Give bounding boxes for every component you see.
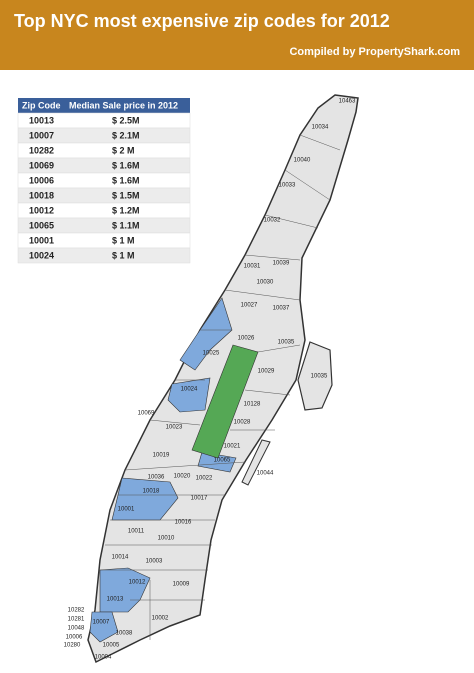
zip-cell: 10018 bbox=[29, 190, 54, 200]
highlight-zone bbox=[179, 297, 233, 371]
randalls-island bbox=[297, 341, 333, 411]
zip-label: 10012 bbox=[129, 580, 146, 586]
zip-label: 10038 bbox=[116, 631, 133, 637]
zip-cell: 10006 bbox=[29, 175, 54, 185]
column-header: Median Sale price in 2012 bbox=[69, 100, 178, 110]
zip-borders bbox=[100, 134, 341, 640]
highlight-zone bbox=[197, 451, 237, 473]
column-header: Zip Code bbox=[22, 100, 61, 110]
zip-label: 10016 bbox=[175, 520, 192, 526]
zip-label: 10028 bbox=[234, 420, 251, 426]
zip-label: 10006 bbox=[66, 635, 83, 641]
zip-label: 10044 bbox=[257, 471, 274, 477]
price-cell: $ 2.1M bbox=[112, 130, 140, 140]
zip-label: 10282 bbox=[68, 608, 85, 614]
zip-label: 10280 bbox=[64, 643, 81, 649]
zip-label: 10011 bbox=[128, 529, 145, 535]
zip-cell: 10013 bbox=[29, 115, 54, 125]
zip-label: 10039 bbox=[273, 261, 290, 267]
price-cell: $ 1.6M bbox=[112, 160, 140, 170]
zip-label: 10048 bbox=[68, 626, 85, 632]
zip-label: 10031 bbox=[244, 264, 261, 270]
price-cell: $ 2 M bbox=[112, 145, 135, 155]
zip-cell: 10282 bbox=[29, 145, 54, 155]
zip-label: 10281 bbox=[68, 617, 85, 623]
zip-label: 10069 bbox=[138, 411, 155, 417]
zip-cell: 10012 bbox=[29, 205, 54, 215]
zip-label: 10026 bbox=[238, 336, 255, 342]
zip-label: 10003 bbox=[146, 559, 163, 565]
zip-cell: 10001 bbox=[29, 235, 54, 245]
zip-label: 10013 bbox=[107, 597, 124, 603]
zip-cell: 10069 bbox=[29, 160, 54, 170]
title: Top NYC most expensive zip codes for 201… bbox=[14, 11, 390, 31]
price-cell: $ 1.5M bbox=[112, 190, 140, 200]
zip-cell: 10065 bbox=[29, 220, 54, 230]
zip-label: 10032 bbox=[264, 218, 281, 224]
zip-label: 10040 bbox=[294, 158, 311, 164]
price-cell: $ 2.5M bbox=[112, 115, 140, 125]
price-cell: $ 1 M bbox=[112, 250, 135, 260]
zip-label: 10022 bbox=[196, 476, 213, 482]
zip-cell: 10007 bbox=[29, 130, 54, 140]
credit: Compiled by PropertyShark.com bbox=[289, 46, 460, 58]
highlight-zone bbox=[89, 611, 119, 643]
table-header-bg bbox=[18, 98, 190, 113]
zip-label: 10010 bbox=[158, 536, 175, 542]
zip-label: 10030 bbox=[257, 280, 274, 286]
zip-label: 10128 bbox=[244, 402, 261, 408]
map: 10463 10034 10040 10033 10032 10031 10039 10030… bbox=[64, 94, 359, 664]
zip-label: 10035 bbox=[311, 374, 328, 380]
zip-label: 10036 bbox=[148, 475, 165, 481]
zip-label: 10018 bbox=[143, 489, 160, 495]
zip-label: 10002 bbox=[152, 616, 169, 622]
zip-label: 10017 bbox=[191, 496, 208, 502]
zip-label: 10065 bbox=[214, 458, 231, 464]
price-cell: $ 1.1M bbox=[112, 220, 140, 230]
table-row-bg bbox=[17, 247, 191, 264]
zip-label: 10024 bbox=[181, 387, 198, 393]
zip-label: 10021 bbox=[224, 444, 241, 450]
zip-label: 10025 bbox=[203, 351, 220, 357]
zip-label: 10037 bbox=[273, 306, 290, 312]
table: Zip Code Median Sale price in 2012 bbox=[18, 98, 190, 113]
highlight-zone bbox=[167, 377, 211, 413]
zip-label: 10007 bbox=[93, 620, 110, 626]
zip-cell: 10024 bbox=[29, 250, 54, 260]
price-cell: $ 1.2M bbox=[112, 205, 140, 215]
zip-label: 10005 bbox=[103, 643, 120, 649]
price-cell: $ 1.6M bbox=[112, 175, 140, 185]
roosevelt-island bbox=[241, 439, 271, 486]
zip-label: 10463 bbox=[339, 99, 356, 105]
zip-label: 10001 bbox=[118, 507, 135, 513]
zip-label: 10004 bbox=[95, 655, 112, 661]
header-band bbox=[0, 0, 474, 70]
zip-label: 10023 bbox=[166, 425, 183, 431]
zip-label: 10009 bbox=[173, 582, 190, 588]
zip-label: 10034 bbox=[312, 125, 329, 131]
zip-label: 10029 bbox=[258, 369, 275, 375]
zip-label: 10035 bbox=[278, 340, 295, 346]
central-park bbox=[191, 344, 259, 459]
zip-label: 10019 bbox=[153, 453, 170, 459]
price-cell: $ 1 M bbox=[112, 235, 135, 245]
zip-label: 10020 bbox=[174, 474, 191, 480]
zip-label: 10014 bbox=[112, 555, 129, 561]
zip-label: 10033 bbox=[279, 183, 296, 189]
zip-label: 10027 bbox=[241, 303, 258, 309]
